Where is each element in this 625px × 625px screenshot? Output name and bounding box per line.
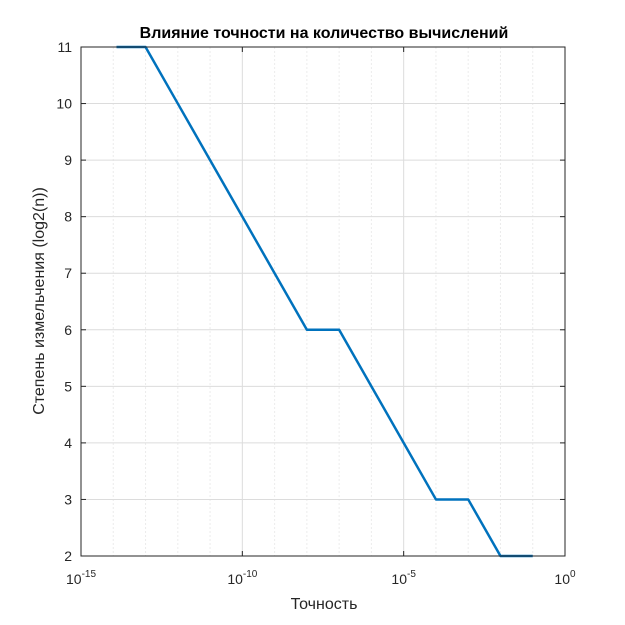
y-tick-label: 4 xyxy=(64,435,72,451)
y-tick-label: 5 xyxy=(64,378,72,394)
axes-box xyxy=(80,46,566,557)
y-tick-label: 7 xyxy=(64,265,72,281)
grid xyxy=(80,46,566,557)
x-axis-label: Точность xyxy=(291,596,358,613)
y-tick-label: 2 xyxy=(64,548,72,564)
y-tick-label: 3 xyxy=(64,491,72,507)
y-tick-label: 6 xyxy=(64,322,72,338)
y-tick-label: 8 xyxy=(64,209,72,225)
y-tick-label: 9 xyxy=(64,152,72,168)
y-tick-label: 11 xyxy=(57,39,72,55)
plot-area xyxy=(116,45,533,558)
y-axis: 2 3 4 5 6 7 8 9 10 11 xyxy=(56,39,565,564)
y-axis-label: Степень измельчения (log2(n)) xyxy=(31,187,48,415)
x-tick-label: 10-15 xyxy=(66,569,96,587)
x-tick-label: 10-10 xyxy=(227,569,257,587)
chart-title: Влияние точности на количество вычислени… xyxy=(140,25,509,42)
y-tick-label: 10 xyxy=(56,96,72,112)
series-line xyxy=(116,45,533,558)
x-tick-label: 10-5 xyxy=(391,569,416,587)
x-tick-label: 100 xyxy=(554,569,576,587)
x-axis: 10-15 10-10 10-5 100 xyxy=(66,47,576,587)
